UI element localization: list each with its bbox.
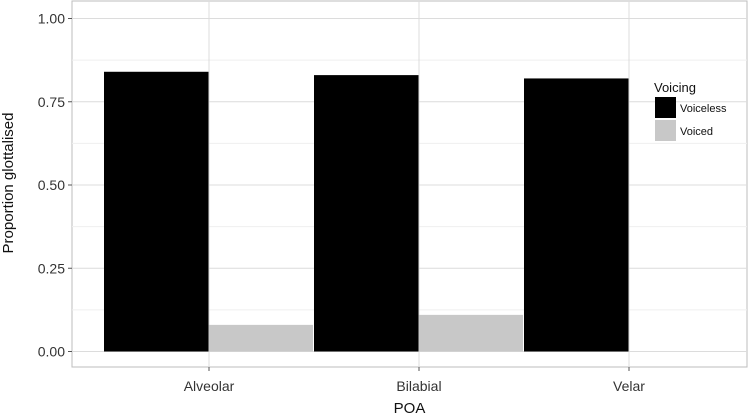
- y-tick-label: 0.50: [38, 177, 65, 193]
- x-tick-label-bilabial: Bilabial: [396, 378, 441, 394]
- x-axis-title: POA: [394, 400, 426, 417]
- y-tick-label: 1.00: [38, 11, 65, 27]
- x-tick-label-velar: Velar: [613, 378, 645, 394]
- bar-alveolar-voiceless: [104, 71, 209, 352]
- legend-title: Voicing: [654, 80, 696, 95]
- legend: Voicing Voiceless Voiced: [654, 80, 727, 141]
- legend-label-voiced: Voiced: [680, 126, 713, 138]
- legend-items: Voiceless Voiced: [655, 97, 727, 141]
- legend-label-voiceless: Voiceless: [680, 103, 727, 115]
- y-axis-title: Proportion glottalised: [0, 113, 17, 254]
- x-axis-ticks: Alveolar Bilabial Velar: [184, 367, 645, 394]
- x-tick-label-alveolar: Alveolar: [184, 378, 235, 394]
- y-axis-ticks: 0.00 0.25 0.50 0.75 1.00: [38, 11, 72, 360]
- y-tick-label: 0.00: [38, 344, 65, 360]
- legend-swatch-voiceless: [655, 97, 676, 118]
- y-tick-label: 0.25: [38, 260, 65, 276]
- y-tick-label: 0.75: [38, 94, 65, 110]
- bars: [104, 71, 629, 352]
- bar-alveolar-voiced: [208, 324, 313, 352]
- legend-swatch-voiced: [655, 120, 676, 141]
- bar-bilabial-voiceless: [314, 75, 419, 352]
- bar-bilabial-voiced: [418, 314, 523, 352]
- bar-velar-voiceless: [524, 78, 629, 352]
